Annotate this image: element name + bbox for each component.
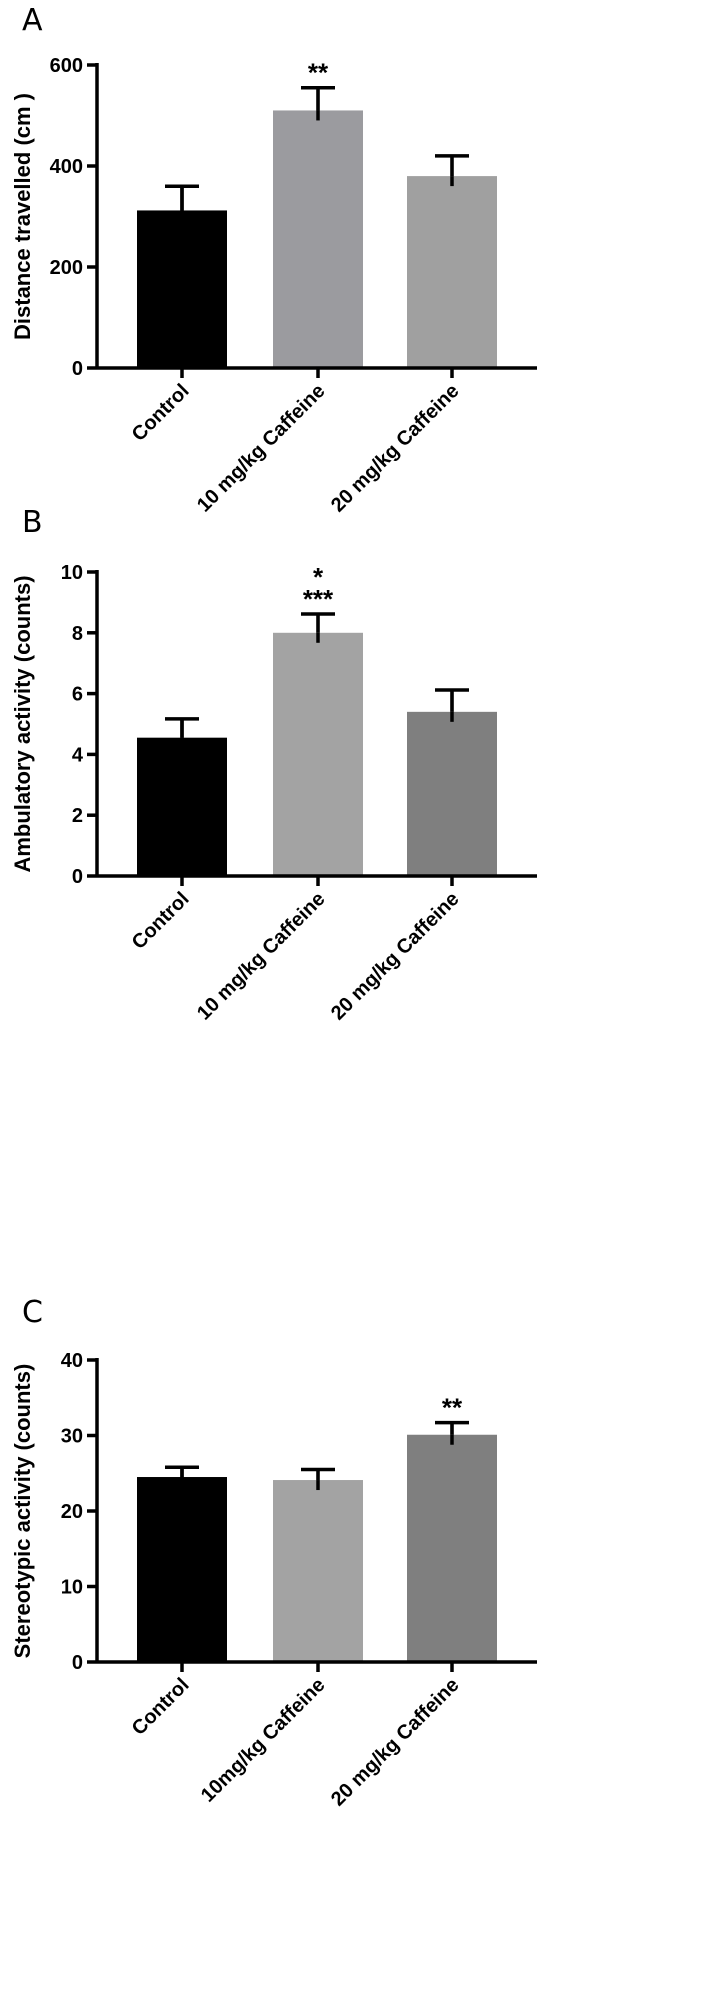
panel-letter: A — [22, 3, 43, 38]
y-tick-label: 10 — [61, 562, 83, 584]
category-label: 10 mg/kg Caffeine — [193, 888, 330, 1025]
bar — [273, 632, 363, 876]
y-tick-label: 0 — [72, 358, 83, 380]
y-tick-label: 400 — [50, 156, 83, 178]
panel-letter: C — [22, 1295, 43, 1330]
y-tick-label: 6 — [72, 684, 83, 706]
y-tick-label: 10 — [61, 1577, 83, 1599]
category-label: Control — [128, 888, 194, 954]
bar — [407, 1434, 497, 1662]
y-tick-label: 4 — [72, 744, 84, 766]
panel-a: A ** 0 200 400 600 Control 10 mg/kg Caffeine20 … — [10, 3, 537, 517]
significance-label: * — [313, 562, 324, 592]
y-tick-label: 0 — [72, 866, 83, 888]
bar — [273, 1480, 363, 1662]
y-tick-label: 600 — [50, 55, 83, 77]
significance-label: ** — [442, 1393, 463, 1423]
significance-label: *** — [303, 584, 334, 614]
category-label: 10 mg/kg Caffeine — [193, 380, 330, 517]
category-label: Control — [128, 380, 194, 446]
significance-label: ** — [308, 58, 329, 88]
y-axis-label: Ambulatory activity (counts) — [10, 575, 35, 872]
y-axis-label: Distance travelled (cm ) — [10, 93, 35, 340]
y-tick-label: 30 — [61, 1426, 83, 1448]
category-label: Control — [128, 1674, 194, 1740]
bar — [137, 210, 227, 368]
bar — [407, 711, 497, 876]
bar — [137, 1477, 227, 1662]
panel-letter: B — [22, 505, 43, 540]
bar — [407, 176, 497, 368]
y-tick-label: 0 — [72, 1652, 83, 1674]
y-tick-label: 200 — [50, 257, 83, 279]
y-axis-label: Stereotypic activity (counts) — [10, 1364, 35, 1659]
category-label: 10mg/kg Caffeine — [197, 1674, 330, 1807]
category-label: 20 mg/kg Caffeine — [327, 380, 464, 517]
y-tick-label: 8 — [72, 623, 83, 645]
y-tick-label: 2 — [72, 805, 83, 827]
bar — [273, 110, 363, 368]
category-label: 20 mg/kg Caffeine — [327, 888, 464, 1025]
y-tick-label: 20 — [61, 1501, 83, 1523]
category-label: 20 mg/kg Caffeine — [327, 1674, 464, 1811]
bar — [137, 737, 227, 876]
y-tick-label: 40 — [61, 1350, 83, 1372]
